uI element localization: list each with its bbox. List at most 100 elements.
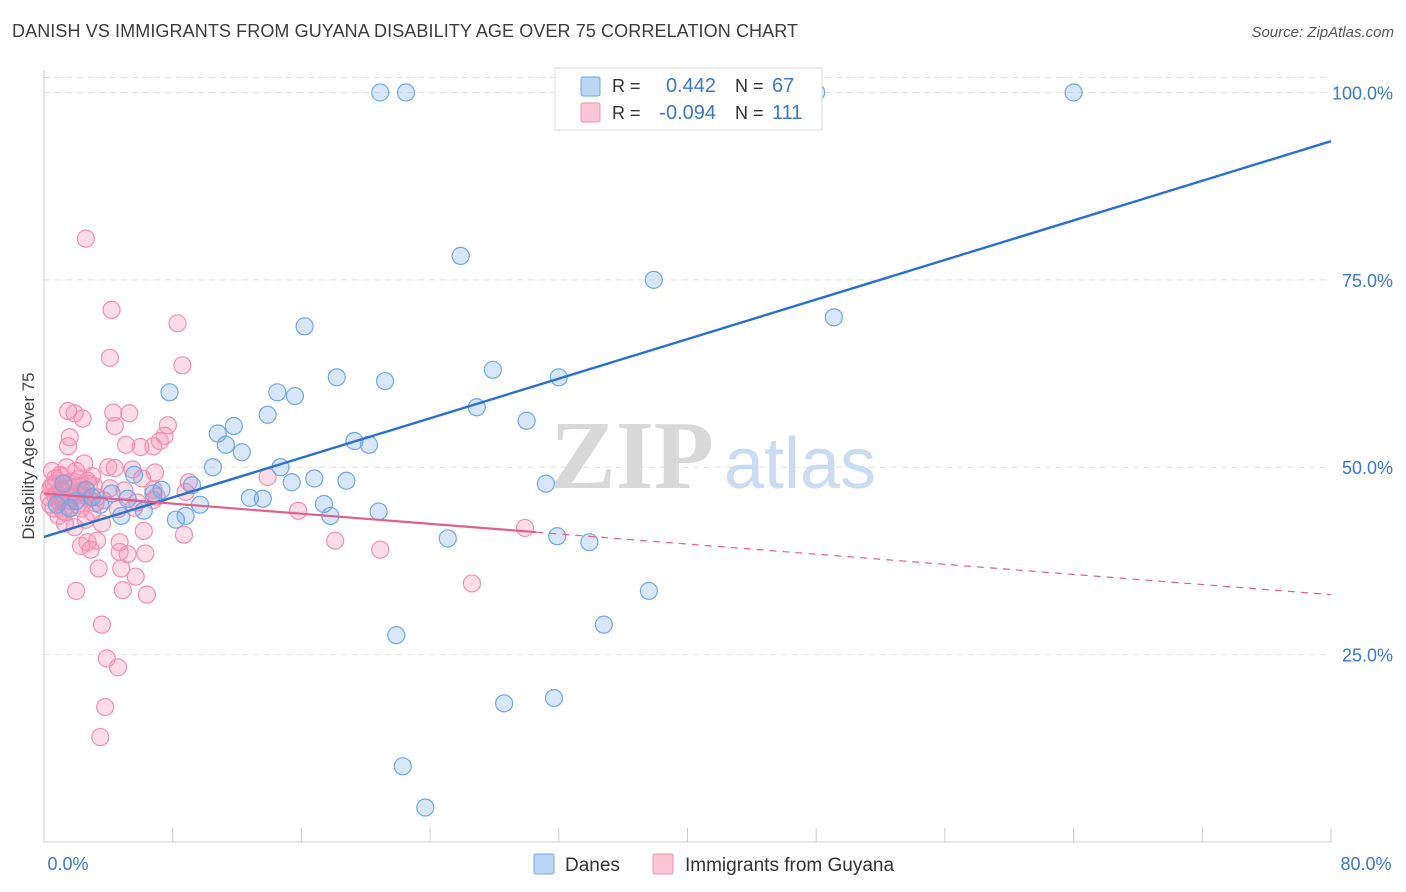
- point-danes-51: [594, 615, 613, 634]
- point-guyana-61: [116, 435, 136, 454]
- point-guyana-44: [92, 615, 112, 634]
- point-guyana-79: [168, 314, 187, 333]
- watermark: ZIP atlas: [550, 402, 876, 510]
- point-danes-40: [438, 529, 457, 548]
- point-danes-50: [580, 533, 599, 552]
- legend-swatch-danes: [580, 76, 601, 97]
- point-danes-38: [393, 757, 412, 776]
- watermark-zip: ZIP: [550, 402, 713, 510]
- point-guyana-35: [73, 409, 92, 428]
- legend-r-label-danes: R =: [612, 76, 641, 96]
- legend-n-value-guyana: 111: [772, 102, 802, 124]
- point-guyana-63: [120, 404, 139, 423]
- point-guyana-38: [78, 533, 97, 552]
- point-guyana-40: [87, 531, 107, 550]
- point-danes-31: [327, 368, 346, 387]
- point-danes-1: [76, 480, 95, 499]
- point-danes-21: [253, 489, 272, 508]
- point-danes-39: [416, 798, 435, 817]
- legend-n-label-danes: N =: [735, 76, 764, 96]
- point-danes-52: [639, 581, 658, 601]
- point-danes-43: [483, 360, 502, 379]
- point-danes-20: [240, 488, 260, 508]
- point-danes-64: [54, 474, 73, 493]
- chart-title: DANISH VS IMMIGRANTS FROM GUYANA DISABIL…: [12, 21, 799, 41]
- axes: [43, 70, 1332, 843]
- point-guyana-39: [89, 559, 108, 578]
- point-guyana-60: [108, 658, 128, 677]
- point-guyana-31: [60, 428, 79, 447]
- point-guyana-69: [134, 521, 153, 541]
- point-guyana-86: [326, 531, 345, 550]
- legend-r-label-guyana: R =: [612, 103, 641, 123]
- point-guyana-51: [105, 416, 124, 436]
- point-guyana-81: [174, 525, 194, 544]
- point-guyana-52: [104, 403, 123, 422]
- point-danes-11: [166, 510, 186, 529]
- point-guyana-71: [137, 585, 157, 604]
- point-danes-56: [396, 83, 416, 102]
- legend-box: R = 0.442 N = 67 R = -0.094 N = 111: [554, 67, 823, 131]
- point-danes-55: [371, 83, 390, 102]
- point-guyana-66: [126, 567, 145, 586]
- bottom-legend-swatch-guyana: [652, 853, 674, 875]
- point-guyana-47: [91, 727, 110, 747]
- point-danes-25: [282, 473, 301, 492]
- point-danes-48: [549, 368, 568, 387]
- point-danes-28: [305, 469, 324, 488]
- point-danes-12: [176, 506, 195, 526]
- series-guyana-points: [39, 229, 535, 747]
- point-guyana-82: [179, 473, 198, 492]
- point-danes-22: [258, 405, 277, 424]
- y-tick-label-1: 50.0%: [1342, 458, 1393, 478]
- point-danes-46: [536, 474, 556, 493]
- point-danes-49: [548, 527, 567, 546]
- point-danes-17: [216, 435, 235, 454]
- point-danes-6: [124, 465, 144, 484]
- point-guyana-53: [99, 458, 118, 477]
- point-danes-18: [224, 416, 243, 436]
- trend-line-guyana-dashed: [536, 531, 1332, 596]
- point-guyana-67: [131, 437, 150, 457]
- legend-r-value-danes: 0.442: [666, 75, 716, 97]
- point-danes-45: [517, 411, 536, 430]
- bottom-legend-label-guyana: Immigrants from Guyana: [685, 855, 894, 876]
- bottom-legend: Danes Immigrants from Guyana: [533, 853, 894, 876]
- point-guyana-72: [145, 463, 165, 482]
- point-danes-23: [268, 383, 287, 402]
- point-danes-9: [152, 480, 171, 499]
- point-guyana-48: [76, 229, 95, 248]
- point-guyana-87: [371, 540, 390, 559]
- y-tick-label-3: 100.0%: [1332, 83, 1393, 103]
- point-guyana-33: [59, 437, 78, 456]
- point-danes-26: [285, 386, 305, 406]
- point-danes-10: [160, 383, 179, 402]
- point-guyana-107: [105, 458, 124, 478]
- source-credit: Source: ZipAtlas.com: [1251, 24, 1394, 41]
- point-danes-53: [644, 270, 663, 289]
- point-guyana-62: [118, 545, 137, 564]
- point-danes-27: [295, 317, 314, 336]
- point-guyana-77: [155, 426, 174, 445]
- x-tick-label-1: 80.0%: [1340, 854, 1391, 874]
- point-guyana-89: [515, 518, 535, 538]
- legend-swatch-guyana: [580, 102, 601, 123]
- point-guyana-70: [136, 544, 155, 563]
- point-guyana-59: [113, 581, 132, 600]
- point-guyana-80: [173, 356, 192, 375]
- gridlines: [44, 76, 1331, 656]
- point-guyana-76: [150, 431, 169, 451]
- point-danes-35: [369, 502, 388, 521]
- bottom-legend-label-danes: Danes: [565, 855, 620, 876]
- point-danes-47: [544, 688, 564, 708]
- point-guyana-92: [52, 467, 71, 486]
- legend-n-label-guyana: N =: [735, 103, 764, 123]
- tick-labels: 25.0% 50.0% 75.0% 100.0% 0.0% 80.0%: [47, 83, 1393, 874]
- point-danes-65: [60, 499, 79, 518]
- point-danes-54: [824, 308, 843, 327]
- point-danes-37: [387, 626, 406, 645]
- y-tick-label-2: 75.0%: [1342, 271, 1393, 291]
- trend-line-danes: [43, 140, 1332, 539]
- point-danes-32: [337, 471, 356, 490]
- point-danes-41: [451, 246, 470, 265]
